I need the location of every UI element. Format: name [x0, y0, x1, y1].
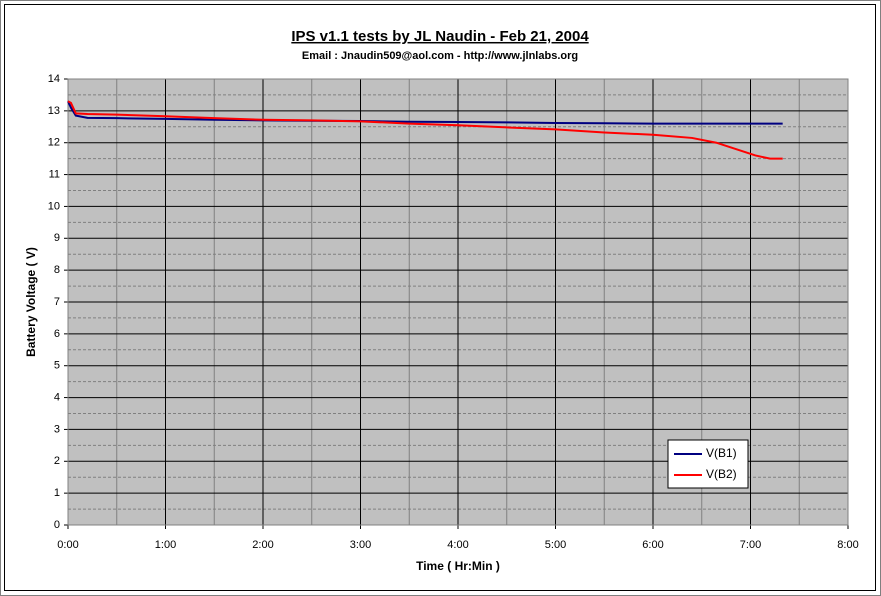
y-tick-label: 9	[54, 232, 60, 244]
line-series	[67, 100, 783, 160]
legend-label: V(B2)	[706, 467, 737, 481]
y-tick-label: 4	[54, 391, 60, 403]
x-tick-label: 1:00	[155, 539, 176, 551]
x-tick-label: 5:00	[545, 539, 566, 551]
y-tick-label: 11	[49, 168, 60, 180]
y-tick-label: 3	[54, 423, 60, 435]
x-tick-label: 2:00	[252, 539, 273, 551]
y-tick-label: 14	[48, 73, 60, 85]
x-tick-label: 6:00	[642, 539, 663, 551]
x-axis-title: Time ( Hr:Min )	[416, 559, 500, 573]
x-tick-label: 8:00	[837, 539, 858, 551]
legend-label: V(B1)	[706, 446, 737, 460]
y-tick-label: 1	[54, 487, 60, 499]
y-tick-label: 5	[54, 360, 60, 372]
x-tick-label: 4:00	[447, 539, 468, 551]
plot-border	[67, 78, 849, 526]
chart-subtitle: Email : Jnaudin509@aol.com - http://www.…	[302, 50, 578, 62]
legend-box	[667, 439, 749, 489]
line-series	[67, 100, 783, 125]
y-tick-label: 8	[54, 264, 60, 276]
y-tick-label: 13	[48, 105, 60, 117]
y-tick-label: 7	[54, 296, 60, 308]
y-tick-label: 12	[48, 137, 60, 149]
x-tick-label: 0:00	[57, 539, 78, 551]
chart-title: IPS v1.1 tests by JL Naudin - Feb 21, 20…	[291, 28, 589, 45]
y-tick-label: 2	[54, 455, 60, 467]
x-tick-label: 3:00	[350, 539, 371, 551]
y-axis-title: Battery Voltage ( V)	[24, 247, 38, 357]
y-tick-label: 10	[48, 200, 60, 212]
y-tick-label: 0	[54, 519, 60, 531]
x-tick-label: 7:00	[740, 539, 761, 551]
y-tick-label: 6	[54, 328, 60, 340]
